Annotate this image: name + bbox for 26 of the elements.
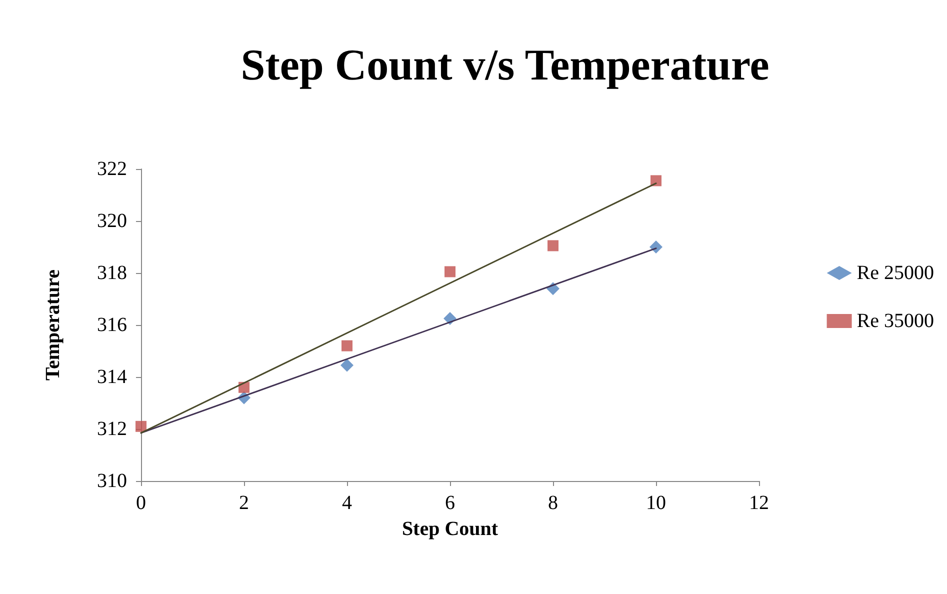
point [136, 420, 146, 432]
point [342, 340, 352, 352]
legend-label: Re 35000 [856, 310, 934, 332]
x-tick-label: 2 [239, 492, 249, 514]
x-axis-title: Step Count [402, 518, 498, 540]
legend-label: Re 25000 [856, 262, 934, 284]
point [340, 358, 354, 372]
point [650, 175, 662, 186]
point [548, 240, 558, 252]
x-tick-label: 0 [136, 492, 146, 514]
x-tick-label: 6 [445, 492, 455, 514]
y-tick-label: 318 [97, 262, 127, 284]
x-tick-label: 8 [548, 492, 558, 514]
y-tick-label: 314 [97, 366, 127, 388]
x-tick-label: 4 [342, 492, 352, 514]
point [650, 240, 662, 254]
y-tick-label: 316 [97, 314, 127, 336]
y-tick-label: 322 [97, 158, 127, 180]
point [444, 266, 456, 278]
chart-title: Step Count v/s Temperature [240, 40, 770, 90]
y-tick-label: 312 [97, 418, 127, 440]
y-tick-label: 310 [97, 470, 127, 492]
y-tick-label: 320 [97, 210, 127, 232]
x-tick-label: 10 [646, 492, 666, 514]
y-axis-title: Temperature [42, 269, 64, 381]
x-tick-label: 12 [749, 492, 769, 514]
